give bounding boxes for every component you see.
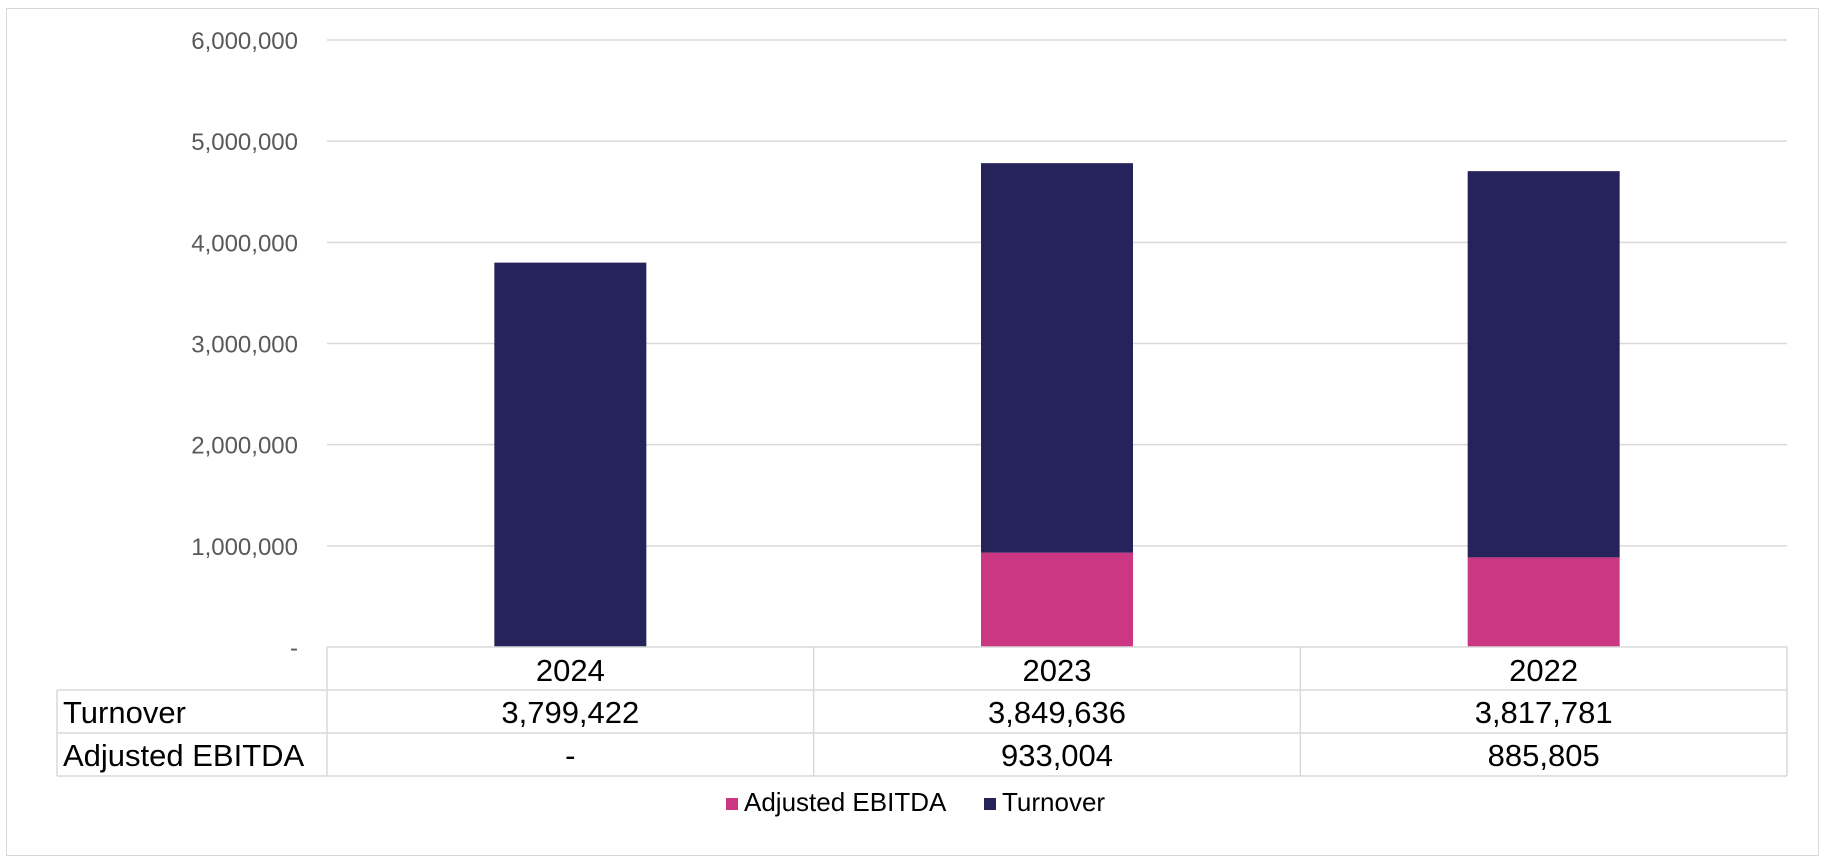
table-cell-adjusted-ebitda-2024: - — [565, 738, 575, 773]
table-cell-adjusted-ebitda-2023: 933,004 — [1001, 738, 1113, 773]
y-tick-label: 5,000,000 — [191, 129, 298, 156]
table-cell-adjusted-ebitda-2022: 885,805 — [1488, 738, 1600, 773]
bar-adjusted-ebitda-2023 — [981, 552, 1133, 647]
category-label-2022: 2022 — [1509, 653, 1578, 688]
table-cell-turnover-2024: 3,799,422 — [501, 695, 639, 730]
legend-swatch-adjusted-ebitda — [726, 798, 738, 810]
y-axis-tick-labels: - 1,000,000 2,000,000 3,000,000 4,000,000 5,0… — [191, 28, 298, 662]
data-table: 2024 2023 2022 Turnover 3,799,422 3,849,636 3,… — [56, 646, 1788, 777]
y-tick-label: 4,000,000 — [191, 230, 298, 257]
bar-adjusted-ebitda-2022 — [1467, 557, 1620, 647]
table-row-label-turnover: Turnover — [63, 695, 186, 730]
table-cell-turnover-2023: 3,849,636 — [988, 695, 1126, 730]
y-tick-label: 6,000,000 — [191, 28, 298, 55]
y-tick-label: 2,000,000 — [191, 433, 298, 460]
bar-turnover-2024 — [494, 262, 647, 647]
bar-turnover-2023 — [981, 163, 1133, 553]
legend-label-turnover: Turnover — [1002, 787, 1105, 817]
category-label-2023: 2023 — [1023, 653, 1092, 688]
legend-swatch-turnover — [984, 798, 996, 810]
y-tick-label: 1,000,000 — [191, 534, 298, 561]
table-cell-turnover-2022: 3,817,781 — [1475, 695, 1613, 730]
category-label-2024: 2024 — [536, 653, 605, 688]
y-tick-label: 3,000,000 — [191, 332, 298, 359]
bars — [494, 163, 1620, 647]
table-row-label-adjusted-ebitda: Adjusted EBITDA — [63, 738, 305, 773]
y-tick-label: - — [290, 635, 298, 662]
bar-turnover-2022 — [1467, 171, 1620, 558]
legend-label-adjusted-ebitda: Adjusted EBITDA — [744, 787, 947, 817]
legend: Adjusted EBITDA Turnover — [726, 787, 1105, 817]
